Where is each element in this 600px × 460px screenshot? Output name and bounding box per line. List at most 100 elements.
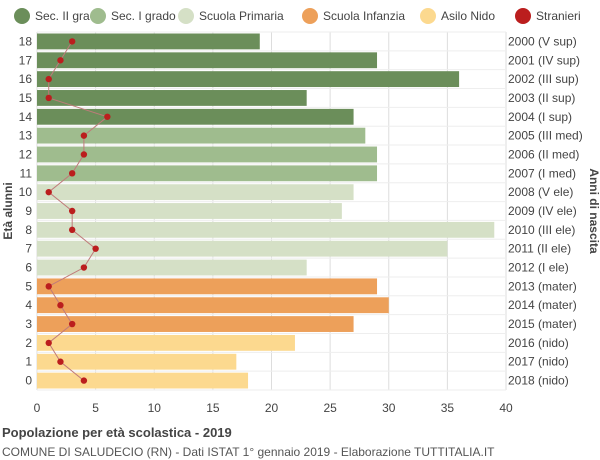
birth-year-tick-label: 2013 (mater): [508, 279, 577, 293]
birth-year-tick-label: 2014 (mater): [508, 298, 577, 312]
stranieri-point: [68, 170, 76, 177]
birth-year-tick-label: 2000 (V sup): [508, 34, 577, 48]
bar: [37, 90, 307, 106]
stranieri-point: [80, 151, 88, 158]
bar: [37, 278, 378, 295]
legend-label: Asilo Nido: [441, 9, 496, 23]
legend-item: Stranieri: [515, 6, 581, 26]
bar: [37, 353, 237, 370]
age-tick-label: 6: [25, 261, 32, 275]
age-tick-label: 5: [25, 279, 32, 293]
birth-year-tick-label: 2002 (III sup): [508, 72, 579, 86]
stranieri-point: [68, 38, 76, 45]
birth-year-tick-label: 2015 (mater): [508, 317, 577, 331]
stranieri-point: [92, 245, 99, 252]
bar: [37, 221, 495, 238]
stranieri-point: [45, 339, 52, 347]
bar: [37, 372, 249, 389]
birth-year-tick-label: 2006 (II med): [508, 147, 579, 161]
legend-swatch: [14, 8, 30, 24]
bar: [37, 52, 378, 69]
legend-item: Asilo Nido: [420, 6, 495, 26]
y-axis-title-right: Anni di nascita: [587, 168, 600, 254]
bar: [37, 165, 378, 182]
legend-swatch: [515, 8, 531, 24]
bar: [37, 259, 307, 276]
birth-year-tick-label: 2005 (III med): [508, 129, 583, 143]
legend: Sec. II grado Sec. I grado Scuola Primaria…: [0, 6, 600, 26]
age-tick-label: 16: [19, 72, 33, 86]
stranieri-point: [68, 226, 76, 234]
bar: [37, 184, 354, 201]
stranieri-point: [45, 75, 52, 83]
legend-label: Sec. II grado: [35, 9, 104, 23]
legend-swatch: [420, 8, 436, 24]
age-tick-label: 11: [20, 166, 33, 180]
x-tick-label: 30: [382, 401, 396, 415]
x-tick-label: 20: [265, 401, 279, 415]
birth-year-tick-label: 2009 (IV ele): [508, 204, 577, 218]
legend-label: Scuola Primaria: [199, 9, 284, 23]
birth-year-tick-label: 2004 (I sup): [508, 110, 572, 124]
age-tick-label: 15: [19, 91, 33, 105]
age-tick-label: 18: [19, 34, 33, 48]
legend-label: Scuola Infanzia: [323, 9, 406, 23]
stranieri-point: [57, 358, 64, 365]
legend-item: Sec. I grado: [90, 6, 176, 26]
x-tick-label: 5: [92, 401, 99, 415]
bar: [37, 316, 354, 332]
age-tick-label: 12: [19, 147, 33, 161]
age-tick-label: 0: [25, 374, 32, 388]
stranieri-point: [80, 132, 88, 139]
x-tick-label: 25: [323, 401, 337, 415]
y-axis-title-left: Età alunni: [1, 182, 15, 239]
stranieri-point: [45, 188, 52, 196]
age-tick-label: 4: [25, 298, 32, 312]
x-tick-label: 10: [148, 401, 162, 415]
birth-year-tick-label: 2007 (I med): [508, 166, 576, 180]
x-tick-label: 40: [499, 401, 513, 415]
legend-swatch: [302, 8, 318, 24]
stranieri-point: [104, 113, 111, 120]
stranieri-point: [68, 320, 76, 328]
birth-year-tick-label: 2001 (IV sup): [508, 53, 580, 67]
birth-year-tick-label: 2008 (V ele): [508, 185, 573, 199]
birth-year-tick-label: 2011 (II ele): [508, 242, 571, 256]
stranieri-point: [80, 377, 88, 384]
legend-item: Scuola Infanzia: [302, 6, 405, 26]
legend-item: Scuola Primaria: [178, 6, 284, 26]
age-tick-label: 17: [19, 53, 33, 67]
age-tick-label: 14: [19, 110, 33, 124]
age-tick-label: 8: [25, 223, 32, 237]
birth-year-tick-label: 2012 (I ele): [508, 261, 569, 275]
legend-label: Sec. I grado: [111, 9, 176, 23]
birth-year-tick-label: 2017 (nido): [508, 355, 569, 369]
x-tick-label: 0: [34, 401, 41, 415]
bar: [37, 33, 260, 50]
birth-year-tick-label: 2016 (nido): [508, 336, 569, 350]
age-tick-label: 10: [19, 185, 33, 199]
stranieri-point: [57, 57, 64, 64]
bar: [37, 127, 366, 144]
legend-swatch: [178, 8, 194, 24]
legend-item: Sec. II grado: [14, 6, 103, 26]
bar: [37, 71, 460, 88]
x-tick-label: 35: [441, 401, 455, 415]
bar: [37, 203, 342, 219]
age-tick-label: 13: [19, 129, 33, 143]
chart-title: Popolazione per età scolastica - 2019: [2, 425, 232, 440]
stranieri-point: [57, 302, 64, 309]
bar: [37, 240, 448, 257]
bar: [37, 297, 389, 314]
legend-label: Stranieri: [536, 9, 581, 23]
birth-year-tick-label: 2010 (III ele): [508, 223, 575, 237]
bar: [37, 334, 295, 351]
age-tick-label: 2: [25, 336, 32, 350]
stranieri-point: [80, 264, 88, 271]
stranieri-point: [68, 207, 76, 215]
x-tick-label: 15: [206, 401, 220, 415]
chart-subtitle: COMUNE DI SALUDECIO (RN) - Dati ISTAT 1°…: [2, 445, 495, 459]
age-tick-label: 9: [25, 204, 32, 218]
stranieri-point: [45, 283, 52, 290]
